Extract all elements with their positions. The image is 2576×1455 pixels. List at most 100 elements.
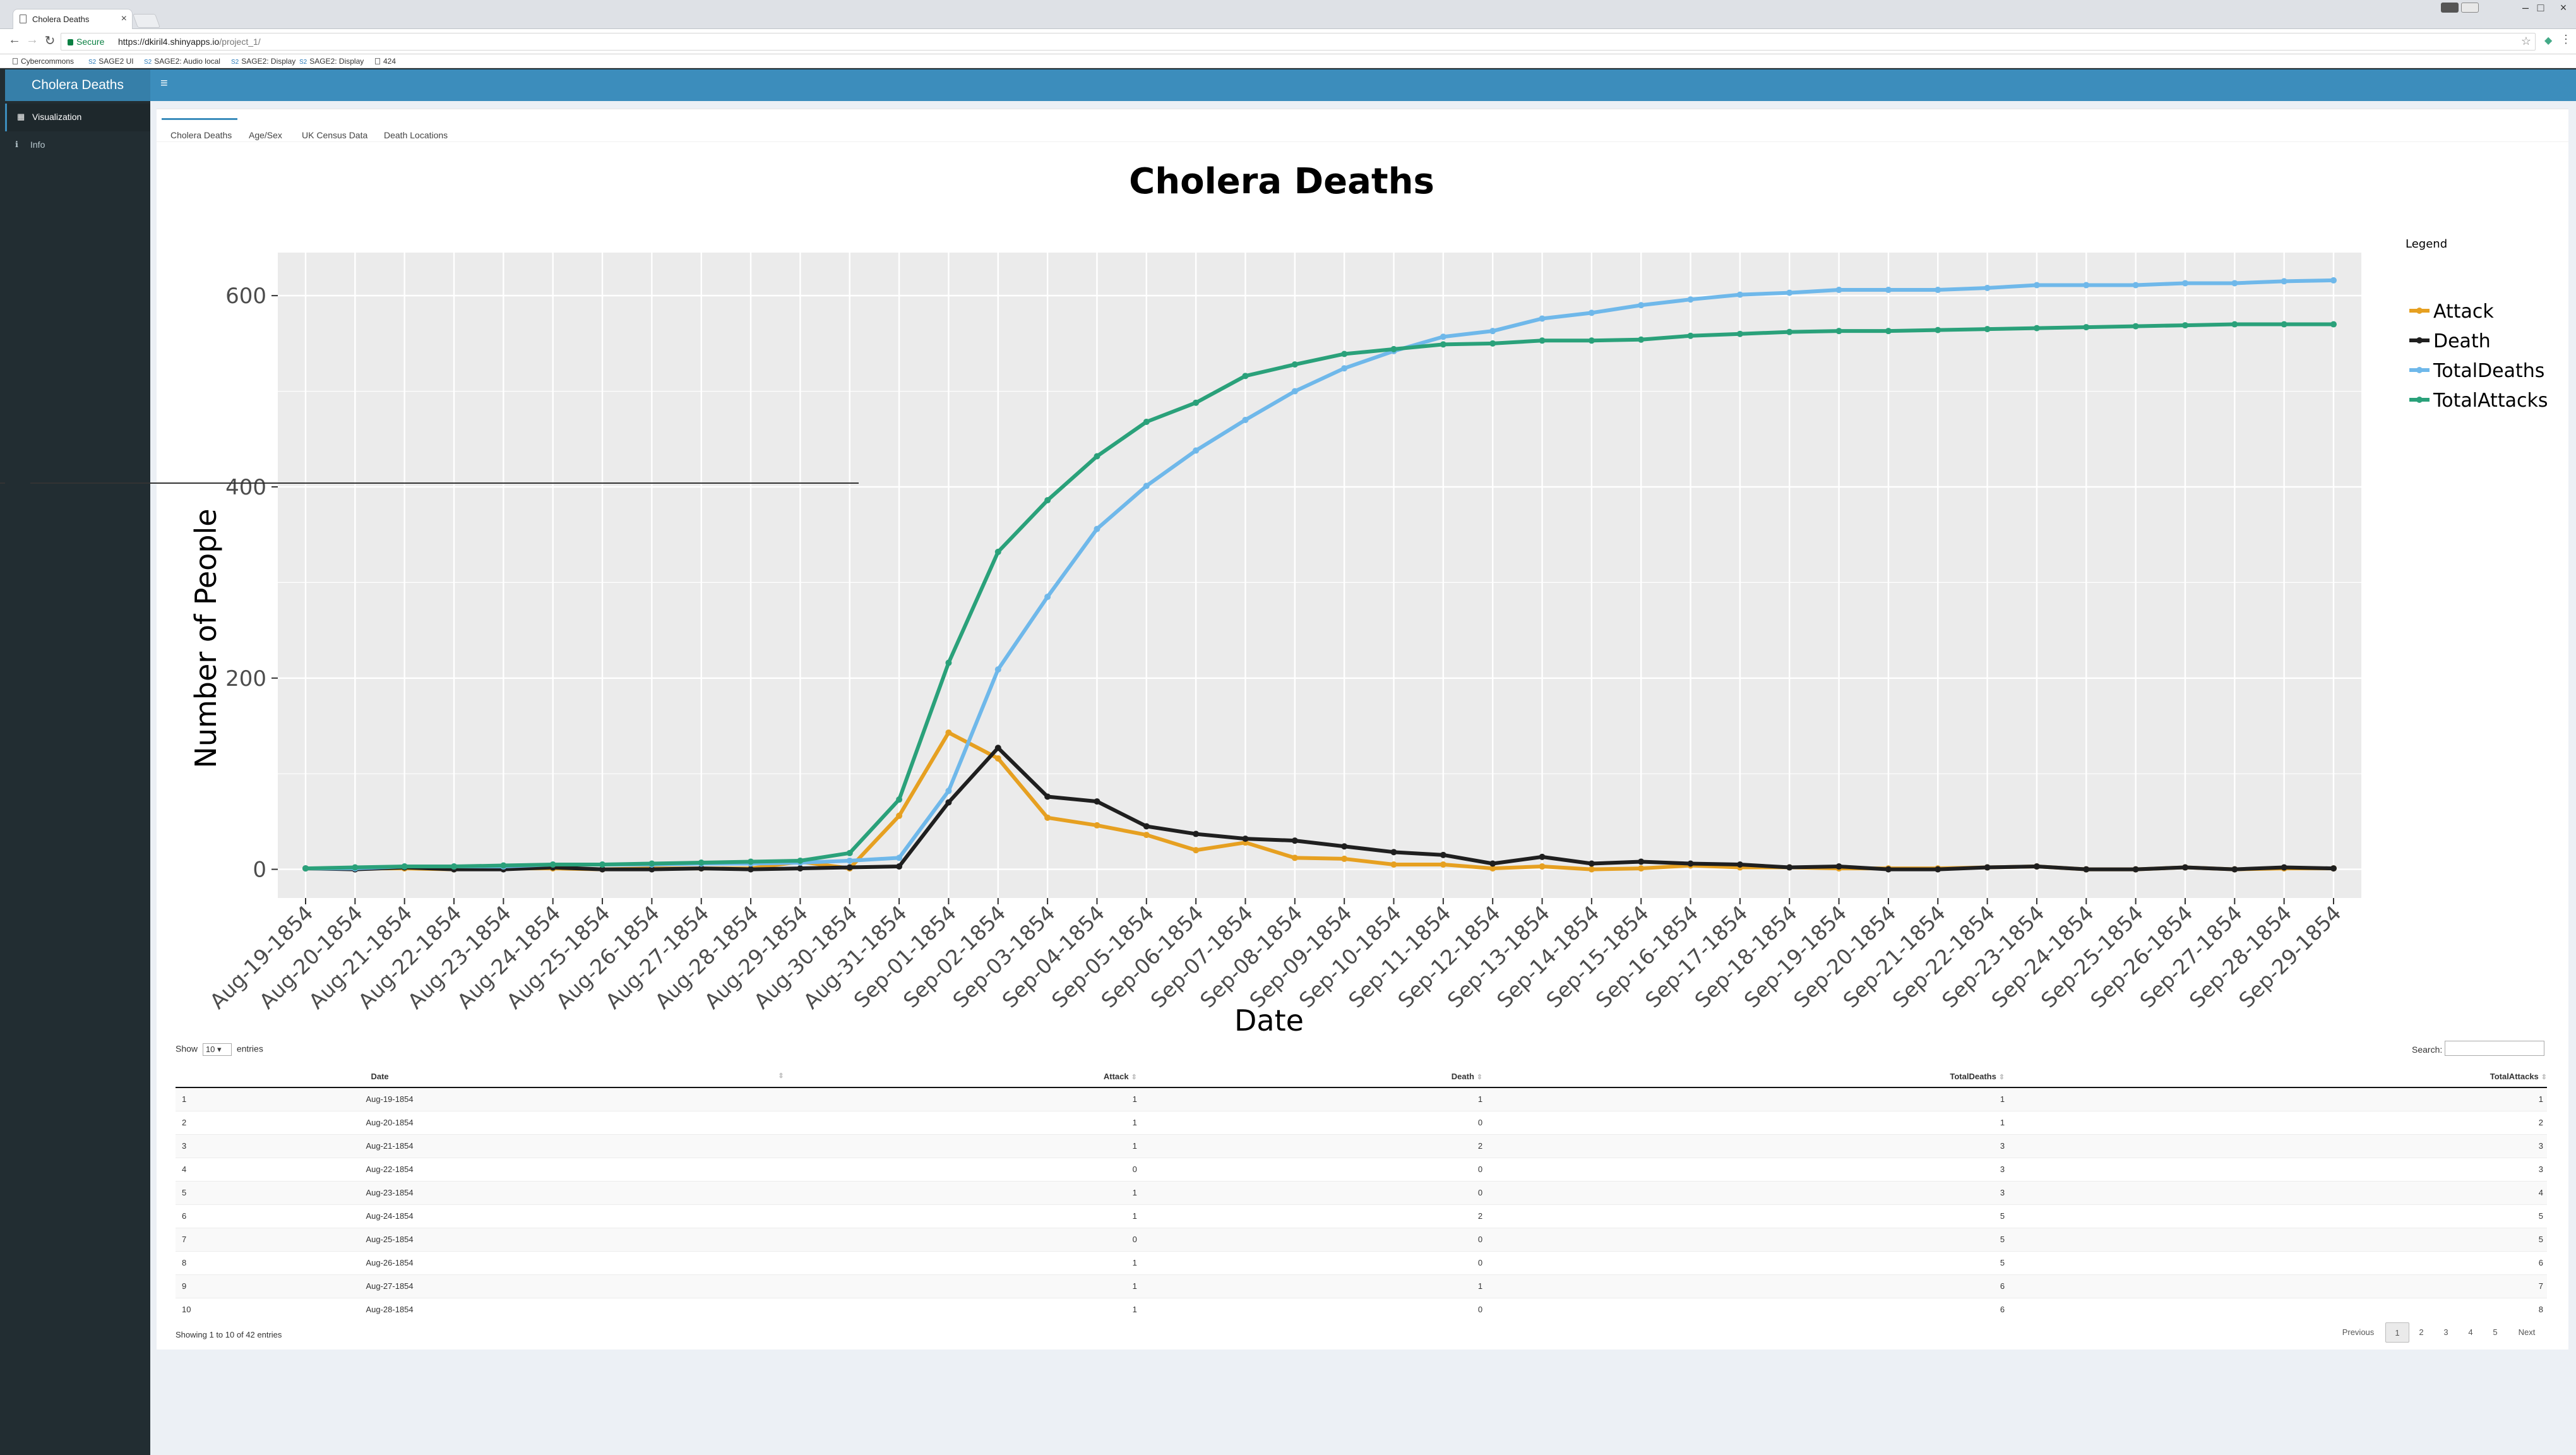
- data-point-death: [1984, 864, 1991, 871]
- data-point-death: [2330, 865, 2337, 872]
- bookmark-item[interactable]: S2 SAGE2: Audio local: [144, 57, 220, 66]
- column-header-totalattacks[interactable]: TotalAttacks ⇕: [2005, 1066, 2547, 1088]
- back-icon[interactable]: ←: [8, 33, 21, 47]
- column-header-totaldeaths[interactable]: TotalDeaths ⇕: [1482, 1066, 2005, 1088]
- app-logo[interactable]: Cholera Deaths: [5, 69, 150, 101]
- y-tick-label: 200: [225, 666, 266, 692]
- bookmarks-bar: Cybercommons S2 SAGE2 UI S2 SAGE2: Audio l…: [0, 54, 2576, 68]
- cell-totaldeaths: 3: [1482, 1157, 2005, 1181]
- info-icon: ℹ: [15, 140, 18, 149]
- data-point-totalattacks: [599, 861, 606, 868]
- table-row[interactable]: 6 Aug-24-1854 1 2 5 5: [176, 1204, 2547, 1228]
- data-point-death: [1835, 863, 1842, 870]
- new-tab-button[interactable]: [132, 14, 161, 28]
- data-point-death: [1489, 860, 1496, 867]
- table-row[interactable]: 10 Aug-28-1854 1 0 6 8: [176, 1297, 2547, 1321]
- column-header-death[interactable]: Death ⇕: [1136, 1066, 1483, 1088]
- data-point-totalattacks: [302, 865, 309, 872]
- page-length-select[interactable]: 10 ▾: [202, 1043, 232, 1056]
- data-point-totalattacks: [1885, 328, 1892, 335]
- data-point-totaldeaths: [846, 857, 853, 864]
- cell-date: Aug-26-1854: [191, 1250, 784, 1274]
- table-row[interactable]: 4 Aug-22-1854 0 0 3 3: [176, 1157, 2547, 1181]
- search-input[interactable]: [2445, 1041, 2544, 1056]
- table-row[interactable]: 7 Aug-25-1854 0 0 5 5: [176, 1227, 2547, 1251]
- page-button-2[interactable]: 2: [2419, 1327, 2424, 1337]
- data-point-totaldeaths: [1835, 287, 1842, 294]
- bookmark-item[interactable]: S2 SAGE2 UI: [88, 57, 134, 66]
- profile-icon[interactable]: [2461, 3, 2479, 13]
- cell-index: 7: [176, 1227, 191, 1251]
- page-length-value: 10: [205, 1045, 215, 1054]
- tab-death-locations[interactable]: Death Locations: [384, 118, 448, 142]
- data-point-death: [1291, 837, 1298, 844]
- cell-death: 0: [1136, 1227, 1483, 1251]
- bookmark-item[interactable]: S2 SAGE2: Display: [231, 57, 295, 66]
- previous-button[interactable]: Previous: [2342, 1327, 2375, 1337]
- bookmark-item[interactable]: S2 SAGE2: Display: [299, 57, 364, 66]
- tabs-bar: Cholera Deaths Age/Sex UK Census Data De…: [157, 109, 2568, 142]
- bookmark-item[interactable]: 424: [375, 57, 396, 66]
- page-button-5[interactable]: 5: [2493, 1327, 2498, 1337]
- address-bar[interactable]: Secure https://dkiril4.shinyapps.io/proj…: [61, 33, 2536, 51]
- close-window-icon[interactable]: ×: [2560, 1, 2567, 14]
- cell-totaldeaths: 5: [1482, 1204, 2005, 1228]
- reload-icon[interactable]: ↻: [44, 34, 56, 48]
- page-button-4[interactable]: 4: [2468, 1327, 2473, 1337]
- table-row[interactable]: 9 Aug-27-1854 1 1 6 7: [176, 1274, 2547, 1298]
- menu-toggle-icon[interactable]: ≡: [160, 76, 168, 90]
- page-button-3[interactable]: 3: [2443, 1327, 2448, 1337]
- data-point-death: [1588, 860, 1595, 867]
- data-point-totalattacks: [1489, 340, 1496, 347]
- shield-icon[interactable]: ◆: [2544, 35, 2553, 46]
- series-line-death: [305, 746, 2334, 871]
- tab-age-sex[interactable]: Age/Sex: [249, 118, 282, 142]
- data-point-attack: [1094, 822, 1100, 829]
- data-point-totaldeaths: [2083, 282, 2090, 289]
- close-tab-icon[interactable]: ×: [121, 13, 127, 24]
- table-row[interactable]: 8 Aug-26-1854 1 0 5 6: [176, 1250, 2547, 1274]
- data-point-totalattacks: [1193, 399, 1200, 406]
- bookmark-star-icon[interactable]: ☆: [2520, 35, 2531, 47]
- page-button-1[interactable]: 1: [2385, 1322, 2409, 1343]
- browser-tab[interactable]: Cholera Deaths ×: [13, 9, 133, 29]
- show-label: Show: [176, 1043, 198, 1054]
- column-label: TotalDeaths: [1950, 1072, 1996, 1081]
- data-point-attack: [1440, 861, 1446, 868]
- data-point-death: [1885, 866, 1892, 873]
- data-point-death: [2033, 863, 2040, 870]
- bookmark-label: SAGE2: Audio local: [154, 57, 220, 66]
- table-header-row: Date ⇕ Attack ⇕ Death ⇕ TotalDeaths ⇕ TotalA…: [176, 1066, 2547, 1088]
- tab-uk-census[interactable]: UK Census Data: [302, 118, 367, 142]
- data-point-death: [2231, 866, 2238, 873]
- menu-dots-icon[interactable]: ⋮: [2560, 33, 2572, 45]
- maximize-icon[interactable]: □: [2537, 1, 2544, 14]
- table-row[interactable]: 5 Aug-23-1854 1 0 3 4: [176, 1180, 2547, 1204]
- entries-label: entries: [236, 1043, 263, 1054]
- extension-icon[interactable]: [2441, 3, 2459, 13]
- minimize-icon[interactable]: –: [2522, 1, 2529, 14]
- sidebar-item-info[interactable]: ℹ Info: [5, 131, 150, 159]
- table-row[interactable]: 3 Aug-21-1854 1 2 3 3: [176, 1134, 2547, 1158]
- table-row[interactable]: 1 Aug-19-1854 1 1 1 1: [176, 1087, 2547, 1111]
- cell-attack: 1: [784, 1134, 1137, 1158]
- bookmark-item[interactable]: Cybercommons: [13, 57, 74, 66]
- forward-icon[interactable]: →: [26, 33, 39, 47]
- sidebar-item-visualization[interactable]: ▦ Visualization: [5, 104, 150, 131]
- column-header-index[interactable]: [176, 1066, 191, 1088]
- data-point-death: [1736, 861, 1743, 868]
- secure-indicator[interactable]: Secure: [68, 37, 104, 47]
- data-point-totaldeaths: [2132, 282, 2139, 289]
- column-label: TotalAttacks: [2490, 1072, 2539, 1081]
- next-button[interactable]: Next: [2518, 1327, 2536, 1337]
- table-row[interactable]: 2 Aug-20-1854 1 0 1 2: [176, 1110, 2547, 1134]
- data-point-totaldeaths: [1885, 287, 1892, 294]
- column-header-date[interactable]: Date ⇕: [191, 1066, 784, 1088]
- data-point-death: [1935, 866, 1941, 873]
- tab-cholera-deaths[interactable]: Cholera Deaths: [162, 118, 237, 142]
- data-point-totalattacks: [500, 862, 507, 869]
- cell-totaldeaths: 1: [1482, 1087, 2005, 1111]
- data-point-totaldeaths: [1984, 285, 1991, 292]
- column-header-attack[interactable]: Attack ⇕: [784, 1066, 1137, 1088]
- cell-date: Aug-25-1854: [191, 1227, 784, 1251]
